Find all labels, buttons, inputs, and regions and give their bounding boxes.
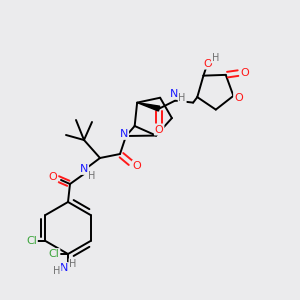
Text: O: O — [133, 161, 141, 171]
Text: O: O — [49, 172, 57, 182]
Text: O: O — [155, 124, 164, 135]
Text: H: H — [212, 52, 219, 63]
Text: N: N — [170, 88, 178, 99]
Text: N: N — [60, 263, 68, 273]
Text: N: N — [80, 164, 88, 174]
Text: N: N — [120, 129, 128, 139]
Text: H: H — [53, 266, 61, 276]
Text: Cl: Cl — [49, 249, 59, 259]
Text: O: O — [203, 58, 212, 69]
Text: H: H — [88, 171, 96, 181]
Text: Cl: Cl — [26, 236, 37, 246]
Polygon shape — [137, 103, 160, 111]
Text: O: O — [234, 93, 243, 103]
Text: O: O — [240, 68, 249, 78]
Text: H: H — [69, 259, 77, 269]
Text: H: H — [178, 93, 186, 103]
